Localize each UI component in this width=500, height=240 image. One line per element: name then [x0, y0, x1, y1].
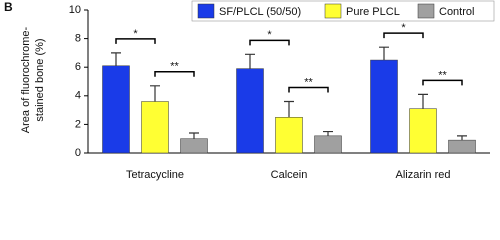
legend-label: SF/PLCL (50/50)	[219, 6, 301, 18]
y-axis-label: Area of fluorochrome-	[20, 26, 32, 133]
legend-swatch	[197, 3, 215, 19]
significance-bracket	[422, 79, 463, 86]
legend-swatch	[324, 3, 342, 19]
legend-label: Pure PLCL	[346, 6, 400, 18]
bar	[370, 59, 398, 154]
significance-label: **	[304, 76, 313, 88]
significance-label: *	[267, 29, 272, 41]
error-bar	[150, 85, 160, 102]
legend-swatch	[417, 3, 435, 19]
bar	[314, 135, 342, 154]
y-axis-label: stained bone (%)	[34, 38, 46, 121]
error-bar	[457, 135, 467, 141]
significance-bracket	[249, 39, 290, 46]
x-tick-label: Tetracycline	[126, 169, 184, 181]
page: {"chart_data":{"type":"bar","panel_label…	[4, 0, 495, 181]
bar	[180, 138, 208, 154]
bar	[409, 108, 437, 154]
significance-bracket	[115, 38, 156, 44]
bar	[275, 117, 303, 154]
y-tick-label: 4	[75, 90, 81, 102]
y-tick-label: 8	[75, 33, 81, 45]
bar	[236, 68, 264, 154]
y-tick-label: 0	[75, 147, 81, 159]
error-bar	[418, 93, 428, 109]
x-tick-label: Calcein	[271, 169, 308, 181]
error-bar	[189, 132, 199, 139]
legend-label: Control	[439, 6, 474, 18]
x-tick-label: Alizarin red	[395, 169, 450, 181]
significance-label: **	[438, 69, 447, 81]
y-tick-label: 2	[75, 118, 81, 130]
panel-label: B	[4, 0, 13, 14]
error-bar	[323, 130, 333, 136]
significance-label: **	[170, 61, 179, 73]
significance-bracket	[154, 71, 195, 77]
error-bar	[284, 100, 294, 118]
significance-label: *	[401, 22, 406, 34]
chart: B Area of fluorochrome- stained bone (%)…	[4, 0, 495, 181]
error-bar	[245, 53, 255, 69]
significance-bracket	[383, 32, 424, 39]
y-tick-label: 6	[75, 61, 81, 73]
significance-bracket	[288, 86, 329, 93]
error-bar	[111, 52, 121, 66]
bar	[448, 139, 476, 154]
significance-label: *	[133, 28, 138, 40]
error-bar	[379, 46, 389, 61]
y-tick-label: 10	[69, 4, 81, 16]
bar	[141, 101, 169, 154]
bar	[102, 65, 130, 154]
